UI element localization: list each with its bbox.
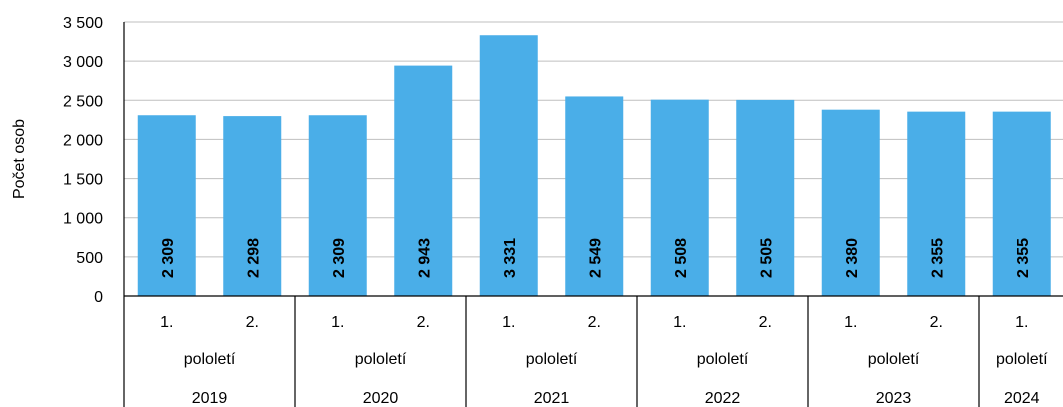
bar-data-label: 2 309	[331, 238, 348, 278]
group-label: pololetí	[526, 351, 578, 368]
bar-data-label: 2 298	[245, 238, 262, 278]
x-tick-label: 1.	[1015, 314, 1028, 331]
bar-data-label: 2 355	[1015, 238, 1032, 278]
group-year-label: 2020	[363, 390, 399, 407]
bar	[223, 116, 282, 296]
x-tick-label: 2.	[246, 314, 259, 331]
bars: 2 309 2 298 2 309 2 943 3 331 2 549 2 508 2 505…	[137, 35, 1051, 297]
bar-data-label: 2 508	[673, 238, 690, 278]
y-tick-label: 0	[94, 289, 103, 306]
x-tick-label: 1.	[673, 314, 686, 331]
x-tick-label: 1.	[844, 314, 857, 331]
group-year-label: 2023	[876, 390, 912, 407]
bar	[992, 111, 1051, 296]
bar	[821, 109, 880, 297]
y-tick-label: 1 000	[63, 211, 103, 228]
bar	[907, 111, 966, 296]
bar	[479, 35, 538, 296]
x-tick-label: 2.	[588, 314, 601, 331]
group-label: pololetí	[355, 351, 407, 368]
bar	[308, 115, 367, 297]
x-tick-label: 1.	[502, 314, 515, 331]
y-tick-label: 2 500	[63, 93, 103, 110]
bar-data-label: 3 331	[502, 238, 519, 278]
bar	[565, 96, 624, 297]
x-axis-labels: 1. 2. 1. 2. 1. 2. 1. 2. 1. 2. 1. pololetí 2019 polole…	[160, 314, 1048, 407]
y-axis-label: Počet osob	[11, 119, 28, 199]
bar-data-label: 2 943	[416, 238, 433, 278]
bar-data-label: 2 309	[160, 238, 177, 278]
bar	[736, 99, 795, 296]
y-tick-labels: 0 500 1 000 1 500 2 000 2 500 3 000 3 500	[63, 15, 103, 306]
group-label: pololetí	[184, 351, 236, 368]
group-label: pololetí	[697, 351, 749, 368]
group-year-label: 2021	[534, 390, 570, 407]
bar-data-label: 2 505	[758, 238, 775, 278]
bar-data-label: 2 380	[844, 238, 861, 278]
group-label: pololetí	[868, 351, 920, 368]
y-tick-label: 2 000	[63, 132, 103, 149]
x-tick-label: 2.	[930, 314, 943, 331]
bar-data-label: 2 549	[587, 238, 604, 278]
group-year-label: 2024	[1004, 390, 1040, 407]
x-tick-label: 2.	[759, 314, 772, 331]
y-tick-label: 3 500	[63, 15, 103, 32]
bar-data-label: 2 355	[929, 238, 946, 278]
y-tick-label: 500	[76, 250, 103, 267]
group-year-label: 2019	[192, 390, 228, 407]
x-tick-label: 1.	[160, 314, 173, 331]
bar	[650, 99, 709, 297]
bar	[137, 115, 196, 297]
x-tick-label: 1.	[331, 314, 344, 331]
group-year-label: 2022	[705, 390, 741, 407]
axes	[123, 22, 1063, 407]
y-tick-label: 1 500	[63, 172, 103, 189]
group-label: pololetí	[996, 351, 1048, 368]
x-tick-label: 2.	[417, 314, 430, 331]
y-tick-label: 3 000	[63, 54, 103, 71]
bar	[394, 65, 453, 297]
